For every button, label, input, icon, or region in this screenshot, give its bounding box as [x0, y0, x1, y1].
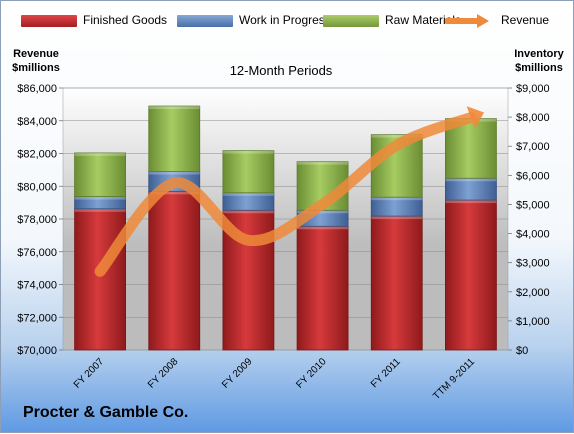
- bar-raw-materials-cap: [297, 161, 349, 165]
- right-tick-label: $1,000: [516, 316, 550, 328]
- right-tick-label: $4,000: [516, 229, 550, 241]
- left-tick-label: $76,000: [17, 247, 57, 259]
- revenue-arrowhead: [466, 106, 485, 129]
- bar-work-in-progress-cap: [222, 192, 274, 196]
- legend-swatch-raw-materials: [323, 15, 379, 27]
- left-tick-label: $70,000: [17, 345, 57, 357]
- right-axis-title: Inventory $millions: [507, 47, 571, 75]
- x-axis-ticks: FY 2007 FY 2008 FY 2009 FY 2010 FY 2011 TTM 9…: [72, 356, 478, 402]
- bar-raw-materials: [222, 150, 275, 194]
- left-tick-label: $80,000: [17, 181, 57, 193]
- bar-work-in-progress-cap: [445, 178, 497, 182]
- left-tick-label: $74,000: [17, 280, 57, 292]
- right-tick-label: $5,000: [516, 199, 550, 211]
- chart-subtitle: 12-Month Periods: [229, 63, 333, 78]
- bar-finished-goods-cap: [148, 191, 200, 195]
- right-tick-label: $7,000: [516, 141, 550, 153]
- right-axis-ticks: $0 $1,000 $2,000 $3,000 $4,000 $5,000 $6,000 $7…: [508, 83, 550, 357]
- right-tick-label: $0: [516, 345, 528, 357]
- bar-finished-goods: [148, 190, 201, 351]
- right-tick-label: $2,000: [516, 287, 550, 299]
- x-tick-label: FY 2007: [72, 356, 107, 391]
- left-axis-title: Revenue $millions: [7, 47, 65, 75]
- right-tick-label: $8,000: [516, 112, 550, 124]
- legend-label-revenue: Revenue: [501, 13, 550, 27]
- bar-finished-goods-cap: [445, 200, 497, 204]
- legend-label-work-in-progress: Work in Progress: [239, 13, 331, 27]
- x-tick-label: FY 2010: [294, 356, 329, 391]
- legend-label-raw-materials: Raw Materials: [385, 13, 462, 27]
- bar-finished-goods: [370, 215, 423, 351]
- bar-finished-goods-cap: [297, 226, 349, 230]
- x-tick-label: TTM 9-2011: [431, 356, 477, 402]
- legend-swatch-work-in-progress: [177, 15, 233, 27]
- bar-raw-materials-cap: [222, 150, 274, 154]
- left-tick-label: $84,000: [17, 116, 57, 128]
- right-axis-title-line1: Inventory: [514, 48, 564, 60]
- revenue-line: [94, 111, 477, 277]
- left-axis-title-line2: $millions: [12, 62, 60, 74]
- bar-finished-goods: [445, 199, 497, 351]
- bar-raw-materials-cap: [74, 152, 126, 156]
- left-tick-label: $78,000: [17, 214, 57, 226]
- bar-finished-goods: [296, 225, 349, 351]
- bar-raw-materials-cap: [371, 134, 423, 138]
- bar-finished-goods-cap: [371, 216, 423, 220]
- left-tick-label: $72,000: [17, 312, 57, 324]
- x-tick-label: FY 2011: [369, 356, 403, 390]
- bar-finished-goods: [74, 208, 126, 351]
- x-tick-label: FY 2009: [220, 356, 255, 391]
- legend-swatch-revenue: [445, 14, 489, 28]
- legend-swatch-finished-goods: [21, 15, 77, 27]
- right-axis-title-line2: $millions: [515, 62, 563, 74]
- revenue-line-group: [94, 106, 485, 277]
- left-axis-title-line1: Revenue: [13, 48, 59, 60]
- legend-label-finished-goods: Finished Goods: [83, 13, 168, 27]
- left-tick-label: $82,000: [17, 149, 57, 161]
- bar-finished-goods-cap: [222, 210, 274, 214]
- right-tick-label: $3,000: [516, 258, 550, 270]
- bar-work-in-progress-cap: [371, 197, 423, 201]
- right-tick-label: $6,000: [516, 170, 550, 182]
- bar-finished-goods-cap: [74, 208, 126, 212]
- x-tick-label: FY 2008: [146, 356, 181, 391]
- gridlines: [63, 87, 508, 351]
- right-tick-label: $9,000: [516, 83, 550, 95]
- bar-work-in-progress: [445, 177, 497, 201]
- bar-raw-materials: [74, 152, 126, 197]
- bar-work-in-progress-cap: [74, 196, 126, 200]
- left-tick-label: $86,000: [17, 83, 57, 95]
- bar-work-in-progress-cap: [297, 210, 349, 214]
- bar-raw-materials-cap: [148, 106, 200, 110]
- bar-raw-materials: [148, 105, 201, 172]
- bar-work-in-progress-cap: [148, 171, 200, 175]
- left-axis-ticks: $70,000 $72,000 $74,000 $76,000 $78,000 $80,0…: [17, 83, 63, 357]
- company-name: Procter & Gamble Co.: [23, 404, 189, 421]
